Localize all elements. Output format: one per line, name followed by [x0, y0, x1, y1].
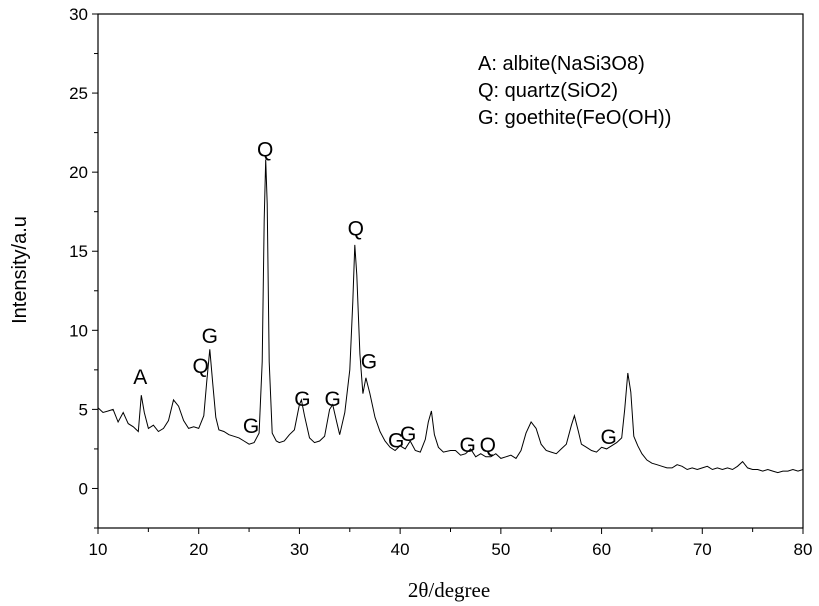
peak-label: G: [600, 426, 616, 449]
ticks-layer: 10 20 30 40 50 60 70 80 0 5 10 15 20 25 30: [69, 5, 812, 559]
peak-label: Q: [480, 434, 496, 457]
peak-label: G: [361, 350, 377, 373]
y-tick-label: 25: [69, 84, 88, 103]
y-tick-label: 15: [69, 242, 88, 261]
y-tick-label: 20: [69, 163, 88, 182]
y-tick-label: 10: [69, 321, 88, 340]
peak-label: Q: [193, 355, 209, 378]
legend-entry-albite: A: albite(NaSi3O8): [478, 53, 645, 75]
y-tick-label: 0: [79, 479, 88, 498]
peak-label: Q: [348, 217, 364, 240]
peak-label: G: [202, 325, 218, 348]
peak-label: G: [324, 388, 340, 411]
legend-entry-quartz: Q: quartz(SiO2): [478, 80, 618, 102]
x-tick-label: 70: [693, 540, 712, 559]
x-tick-label: 50: [491, 540, 510, 559]
peak-label: G: [388, 429, 404, 452]
y-tick-label: 5: [79, 400, 88, 419]
x-tick-label: 10: [89, 540, 108, 559]
x-tick-label: 60: [592, 540, 611, 559]
series-line: [97, 159, 804, 474]
peak-label: A: [133, 366, 147, 389]
x-tick-label: 20: [189, 540, 208, 559]
peak-label: G: [294, 388, 310, 411]
x-tick-label: 80: [794, 540, 813, 559]
peak-label: Q: [257, 138, 273, 161]
y-axis-label: Intensity/a.u: [9, 216, 31, 324]
peak-label: G: [459, 434, 475, 457]
x-tick-label: 40: [391, 540, 410, 559]
x-axis-label: 2θ/degree: [408, 578, 490, 602]
legend-entry-goethite: G: goethite(FeO(OH)): [478, 107, 671, 129]
y-tick-label: 30: [69, 5, 88, 24]
peak-label: G: [243, 415, 259, 438]
x-tick-label: 30: [290, 540, 309, 559]
peak-label: G: [400, 423, 416, 446]
